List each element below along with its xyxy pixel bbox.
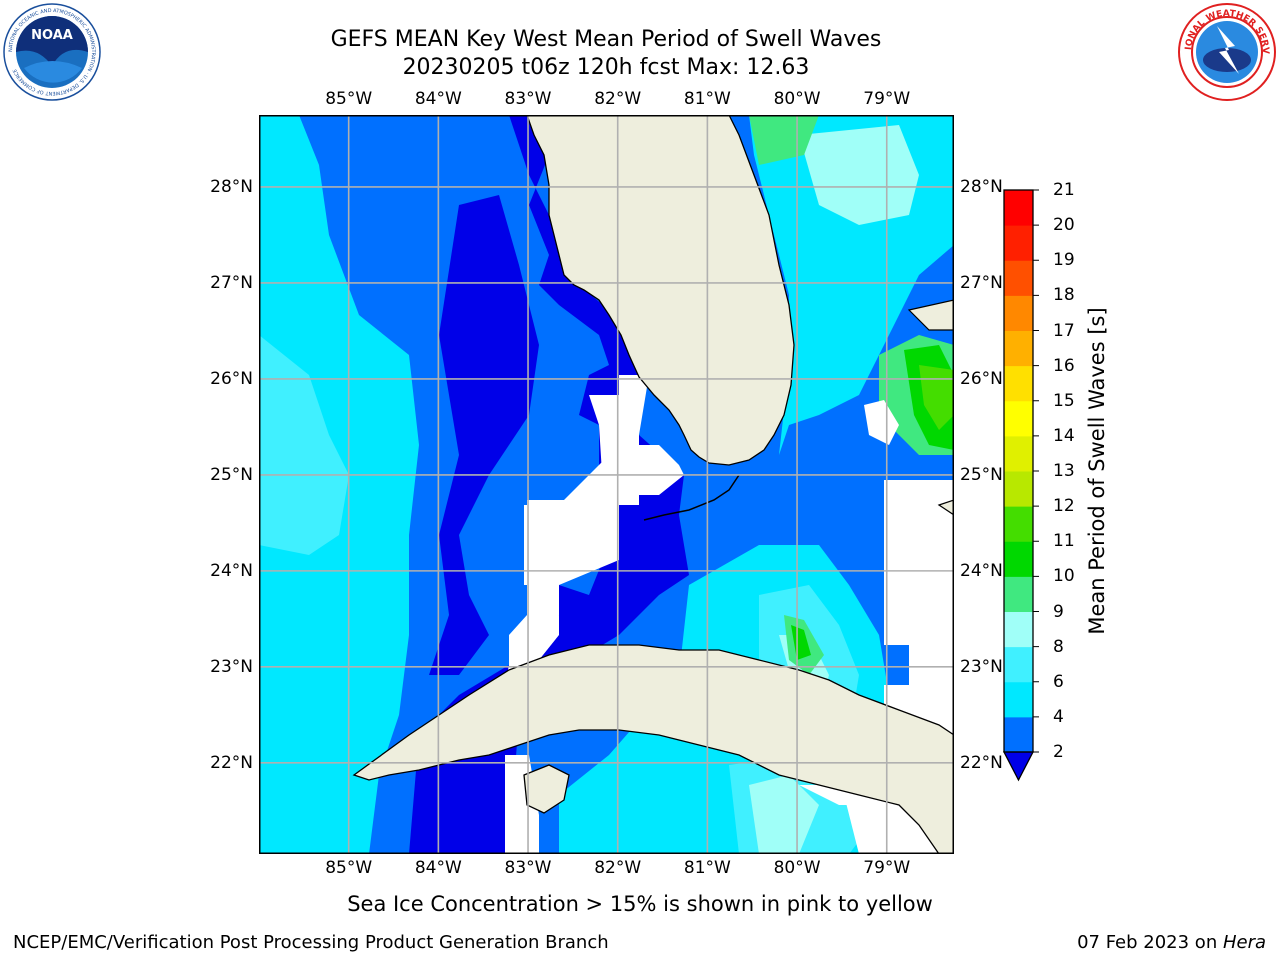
colorbar-tick-label-8: 13 [1053, 461, 1075, 481]
colorbar-segment-2 [1004, 646, 1033, 683]
colorbar-segment-9 [1004, 400, 1033, 437]
footer-host: Hera [1222, 932, 1266, 953]
colorbar-segment-11 [1004, 330, 1033, 367]
colorbar-segment-14 [1004, 225, 1033, 261]
colorbar-segment-0 [1004, 716, 1033, 753]
colorbar-segment-6 [1004, 506, 1033, 542]
footer-date-text: 07 Feb 2023 on [1077, 932, 1223, 953]
lat-label-right-0: 28°N [960, 176, 1003, 197]
colorbar-segment-10 [1004, 365, 1033, 402]
colorbar-tick-label-7: 12 [1053, 496, 1075, 517]
lon-label-bottom-3: 82°W [594, 858, 642, 878]
colorbar-tick-label-0: 2 [1053, 742, 1064, 762]
colorbar [1002, 189, 1039, 782]
map-gridlines [259, 115, 954, 854]
map-frame [259, 115, 954, 854]
colorbar-tick-label-4: 9 [1053, 601, 1064, 622]
sea-ice-note: Sea Ice Concentration > 15% is shown in … [347, 892, 933, 916]
lon-label-top-6: 79°W [863, 89, 911, 109]
lon-label-top-4: 81°W [683, 89, 731, 109]
lon-label-top-5: 80°W [773, 89, 821, 109]
lat-label-right-4: 24°N [960, 560, 1003, 581]
colorbar-tick-label-5: 10 [1053, 566, 1075, 587]
lon-label-top-0: 85°W [325, 89, 373, 109]
lon-label-top-3: 82°W [594, 89, 642, 109]
lat-label-right-1: 27°N [960, 272, 1003, 293]
colorbar-label: Mean Period of Swell Waves [s] [1085, 307, 1109, 635]
lon-label-bottom-5: 80°W [773, 858, 821, 878]
noaa-logo-text: NOAA [31, 28, 73, 43]
lat-label-left-6: 22°N [210, 752, 253, 773]
colorbar-segment-5 [1004, 541, 1033, 577]
nws-logo: NATIONAL WEATHER SERVICE [1177, 2, 1276, 101]
colorbar-tick-label-12: 17 [1053, 320, 1075, 341]
lon-label-top-2: 83°W [504, 89, 552, 109]
lon-label-bottom-2: 83°W [504, 858, 552, 878]
colorbar-segment-4 [1004, 576, 1033, 612]
colorbar-segment-7 [1004, 471, 1033, 507]
colorbar-tick-label-2: 6 [1053, 671, 1064, 692]
colorbar-tick-label-14: 19 [1053, 250, 1075, 271]
lat-label-left-0: 28°N [210, 176, 253, 197]
land-florida [526, 115, 795, 466]
footer-date: 07 Feb 2023 on Hera [1077, 932, 1266, 954]
lat-label-right-5: 23°N [960, 656, 1003, 677]
lon-label-bottom-6: 79°W [863, 858, 911, 878]
colorbar-tick-label-11: 16 [1053, 355, 1075, 376]
colorbar-tick-label-10: 15 [1053, 390, 1075, 411]
colorbar-extend-triangle [1002, 751, 1035, 782]
lat-label-right-3: 25°N [960, 464, 1003, 485]
lon-label-top-1: 84°W [414, 89, 462, 109]
lat-label-left-4: 24°N [210, 560, 253, 581]
footer-branch: NCEP/EMC/Verification Post Processing Pr… [13, 932, 609, 953]
lat-label-right-6: 22°N [960, 752, 1003, 773]
map-title: GEFS MEAN Key West Mean Period of Swell … [330, 27, 882, 52]
colorbar-segment-8 [1004, 435, 1033, 472]
colorbar-segment-1 [1004, 681, 1033, 718]
colorbar-tick-label-1: 4 [1053, 706, 1064, 727]
lat-label-left-1: 27°N [210, 272, 253, 293]
lon-label-bottom-0: 85°W [325, 858, 373, 878]
lat-label-left-2: 26°N [210, 368, 253, 389]
land-cuba [352, 644, 954, 854]
colorbar-segment-15 [1004, 190, 1033, 226]
lat-label-left-5: 23°N [210, 656, 253, 677]
lat-label-left-3: 25°N [210, 464, 253, 485]
lon-label-bottom-4: 81°W [683, 858, 731, 878]
colorbar-segment-3 [1004, 611, 1033, 648]
colorbar-tick-label-15: 20 [1053, 215, 1075, 236]
colorbar-tick-label-13: 18 [1053, 285, 1075, 306]
noaa-logo: NOAA NATIONAL OCEANIC AND ATMOSPHERIC AD… [3, 3, 101, 101]
lat-label-right-2: 26°N [960, 368, 1003, 389]
colorbar-tick-label-6: 11 [1053, 531, 1075, 552]
colorbar-segment-12 [1004, 295, 1033, 331]
colorbar-segment-13 [1004, 260, 1033, 296]
colorbar-tick-label-16: 21 [1053, 180, 1075, 200]
map-plot [259, 115, 954, 854]
map-subtitle: 20230205 t06z 120h fcst Max: 12.63 [402, 55, 810, 80]
lon-label-bottom-1: 84°W [414, 858, 462, 878]
colorbar-tick-label-9: 14 [1053, 425, 1075, 446]
colorbar-tick-label-3: 8 [1053, 636, 1064, 657]
